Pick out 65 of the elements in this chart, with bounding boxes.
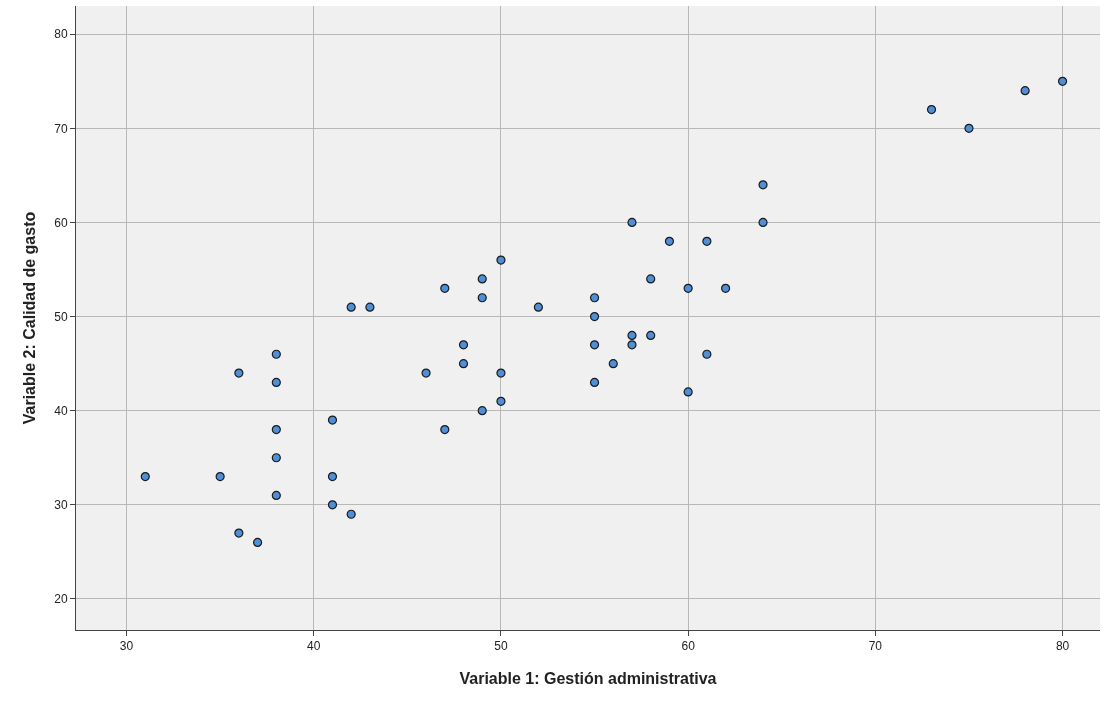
y-tick-label: 40 (54, 403, 68, 418)
point (496, 396, 506, 406)
y-tick-label: 50 (54, 309, 68, 324)
x-tick-label: 40 (307, 639, 321, 654)
y-tick-label: 30 (54, 498, 68, 513)
x-tick-label: 60 (681, 639, 696, 654)
point (758, 180, 768, 190)
point (327, 500, 338, 510)
point (702, 349, 712, 359)
point (589, 311, 600, 322)
point (271, 377, 281, 388)
x-tick-label: 80 (1055, 639, 1070, 654)
point (477, 274, 487, 284)
y-tick-label: 60 (54, 215, 68, 230)
point (271, 490, 281, 501)
point (683, 387, 693, 397)
point (346, 509, 356, 519)
y-axis-title: Variable 2: Calidad de gasto (21, 211, 39, 425)
point (646, 274, 656, 284)
x-tick-label: 70 (868, 639, 883, 654)
point (720, 283, 731, 293)
point (346, 302, 356, 312)
point (926, 104, 937, 115)
point (496, 368, 506, 378)
point (327, 471, 338, 482)
point (140, 471, 150, 482)
point (477, 406, 487, 416)
point (589, 377, 600, 388)
y-tick-label: 80 (54, 27, 68, 42)
point (458, 359, 469, 369)
point (234, 528, 244, 538)
point (627, 217, 637, 228)
point (608, 359, 618, 369)
point (627, 330, 637, 341)
point (533, 302, 543, 312)
point (271, 424, 281, 435)
point (271, 349, 281, 359)
point (252, 537, 263, 548)
x-axis-title: Variable 1: Gestión administrativa (459, 670, 717, 688)
point (683, 283, 693, 293)
y-tick-label: 70 (54, 121, 68, 136)
point (664, 236, 675, 246)
y-tick-label: 20 (54, 592, 68, 607)
point (440, 283, 450, 293)
point (964, 123, 974, 133)
point (496, 255, 506, 265)
point (702, 236, 712, 246)
point (477, 293, 487, 303)
point (215, 471, 225, 482)
x-tick-label: 30 (119, 639, 134, 654)
point (1057, 76, 1068, 86)
x-tick-label: 50 (494, 639, 508, 654)
point (627, 340, 637, 350)
point (589, 340, 600, 350)
point (234, 368, 244, 378)
point (365, 302, 375, 312)
point (271, 453, 281, 463)
point (327, 415, 338, 425)
point (1020, 86, 1030, 96)
point (458, 340, 469, 350)
point (758, 217, 768, 228)
point (646, 330, 656, 341)
point (589, 293, 600, 303)
point (440, 424, 450, 435)
point (421, 368, 431, 378)
